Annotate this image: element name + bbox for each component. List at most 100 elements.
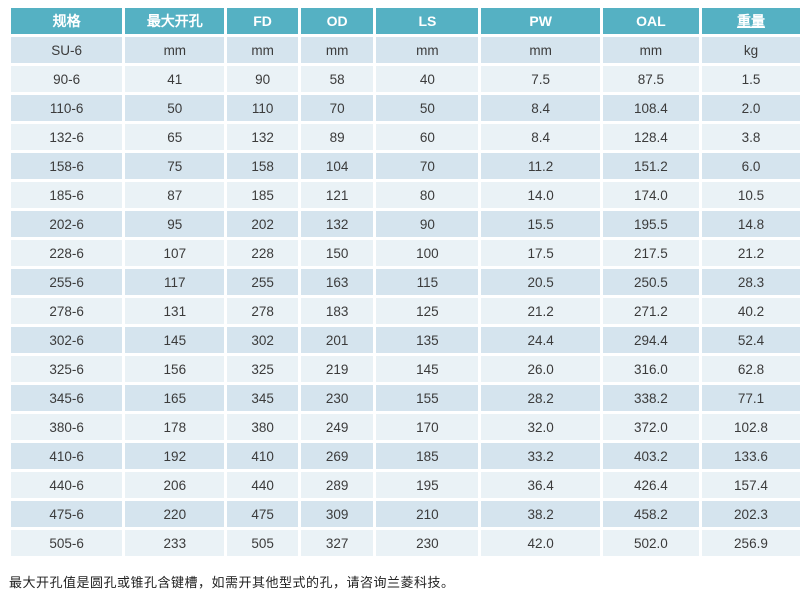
cell: 256.9: [698, 527, 804, 559]
cell: 33.2: [478, 440, 603, 472]
cell: mm: [297, 34, 377, 66]
cell: 77.1: [698, 382, 804, 414]
column-header: OD: [297, 5, 377, 37]
cell: kg: [698, 34, 804, 66]
cell: 185-6: [7, 179, 126, 211]
cell: 132-6: [7, 121, 126, 153]
cell: mm: [478, 34, 603, 66]
cell: 249: [297, 411, 377, 443]
cell: 228-6: [7, 237, 126, 269]
cell: 155: [373, 382, 482, 414]
cell: 8.4: [478, 92, 603, 124]
cell: mm: [224, 34, 301, 66]
cell: 90-6: [7, 63, 126, 95]
cell: 14.0: [478, 179, 603, 211]
header-row: 规格 最大开孔 FD OD LS PW OAL 重量: [7, 5, 804, 37]
cell: 309: [297, 498, 377, 530]
cell: 107: [122, 237, 228, 269]
cell: 163: [297, 266, 377, 298]
cell: 102.8: [698, 411, 804, 443]
cell: 158: [224, 150, 301, 182]
cell: 150: [297, 237, 377, 269]
cell: 345-6: [7, 382, 126, 414]
cell: 178: [122, 411, 228, 443]
cell: 255-6: [7, 266, 126, 298]
cell: 21.2: [478, 295, 603, 327]
cell: mm: [599, 34, 702, 66]
cell: 2.0: [698, 92, 804, 124]
column-header: 规格: [7, 5, 126, 37]
cell: 95: [122, 208, 228, 240]
cell: 70: [373, 150, 482, 182]
table-row: 132-6 65 132 89 60 8.4 128.4 3.8: [7, 121, 804, 153]
table-row: 110-6 50 110 70 50 8.4 108.4 2.0: [7, 92, 804, 124]
table-row: 302-6 145 302 201 135 24.4 294.4 52.4: [7, 324, 804, 356]
cell: 28.3: [698, 266, 804, 298]
cell: 58: [297, 63, 377, 95]
cell: 41: [122, 63, 228, 95]
cell: 108.4: [599, 92, 702, 124]
cell: 228: [224, 237, 301, 269]
cell: 36.4: [478, 469, 603, 501]
cell: 156: [122, 353, 228, 385]
cell: 426.4: [599, 469, 702, 501]
cell: 174.0: [599, 179, 702, 211]
cell: 410-6: [7, 440, 126, 472]
column-header: PW: [478, 5, 603, 37]
cell: 38.2: [478, 498, 603, 530]
cell: 165: [122, 382, 228, 414]
cell: 380-6: [7, 411, 126, 443]
cell: 50: [373, 92, 482, 124]
cell: 302-6: [7, 324, 126, 356]
cell: 90: [373, 208, 482, 240]
table-row: 505-6 233 505 327 230 42.0 502.0 256.9: [7, 527, 804, 559]
table-row: 158-6 75 158 104 70 11.2 151.2 6.0: [7, 150, 804, 182]
cell: 440-6: [7, 469, 126, 501]
cell: 202.3: [698, 498, 804, 530]
cell: 157.4: [698, 469, 804, 501]
cell: 60: [373, 121, 482, 153]
cell: 89: [297, 121, 377, 153]
cell: 219: [297, 353, 377, 385]
cell: 316.0: [599, 353, 702, 385]
cell: 115: [373, 266, 482, 298]
cell: 70: [297, 92, 377, 124]
cell: 158-6: [7, 150, 126, 182]
cell: 475-6: [7, 498, 126, 530]
cell: 62.8: [698, 353, 804, 385]
cell: 42.0: [478, 527, 603, 559]
cell: 1.5: [698, 63, 804, 95]
cell: 294.4: [599, 324, 702, 356]
cell: 121: [297, 179, 377, 211]
cell: 117: [122, 266, 228, 298]
cell: 8.4: [478, 121, 603, 153]
cell: 202-6: [7, 208, 126, 240]
cell: 11.2: [478, 150, 603, 182]
cell: 278: [224, 295, 301, 327]
table-row: 255-6 117 255 163 115 20.5 250.5 28.3: [7, 266, 804, 298]
cell: 217.5: [599, 237, 702, 269]
cell: 65: [122, 121, 228, 153]
cell: mm: [122, 34, 228, 66]
cell: 32.0: [478, 411, 603, 443]
column-header: OAL: [599, 5, 702, 37]
cell: 10.5: [698, 179, 804, 211]
cell: 145: [122, 324, 228, 356]
spec-table: 规格 最大开孔 FD OD LS PW OAL 重量 SU-6 mm mm mm mm mm mm kg 90…: [7, 5, 804, 559]
cell: 110-6: [7, 92, 126, 124]
footer-note: 最大开孔值是圆孔或锥孔含键槽，如需开其他型式的孔，请咨询兰菱科技。: [9, 575, 455, 590]
table-row: 185-6 87 185 121 80 14.0 174.0 10.5: [7, 179, 804, 211]
cell: 40: [373, 63, 482, 95]
cell: 131: [122, 295, 228, 327]
cell: 75: [122, 150, 228, 182]
cell: 185: [224, 179, 301, 211]
cell: 7.5: [478, 63, 603, 95]
cell: 135: [373, 324, 482, 356]
cell: 90: [224, 63, 301, 95]
cell: 195: [373, 469, 482, 501]
cell: 192: [122, 440, 228, 472]
cell: 145: [373, 353, 482, 385]
cell: 201: [297, 324, 377, 356]
table-row: 475-6 220 475 309 210 38.2 458.2 202.3: [7, 498, 804, 530]
column-header: 重量: [698, 5, 804, 37]
